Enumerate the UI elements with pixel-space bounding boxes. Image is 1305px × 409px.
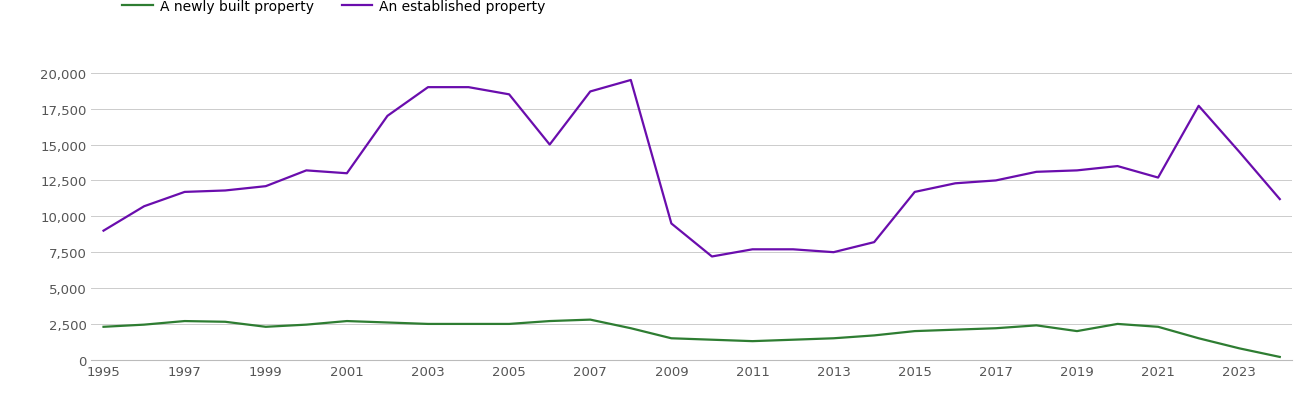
An established property xyxy=(1150,176,1165,181)
An established property xyxy=(420,85,436,90)
A newly built property xyxy=(1150,325,1165,330)
A newly built property xyxy=(907,329,923,334)
An established property xyxy=(786,247,801,252)
A newly built property xyxy=(420,321,436,326)
Line: An established property: An established property xyxy=(103,81,1280,257)
A newly built property xyxy=(258,325,274,330)
A newly built property xyxy=(176,319,192,324)
An established property xyxy=(542,143,557,148)
A newly built property xyxy=(1232,346,1248,351)
A newly built property xyxy=(501,321,517,326)
An established property xyxy=(136,204,151,209)
A newly built property xyxy=(745,339,761,344)
An established property xyxy=(622,78,638,83)
An established property xyxy=(907,190,923,195)
An established property xyxy=(339,171,355,176)
A newly built property xyxy=(786,337,801,342)
A newly built property xyxy=(299,322,315,327)
An established property xyxy=(461,85,476,90)
A newly built property xyxy=(218,319,234,324)
An established property xyxy=(826,250,842,255)
A newly built property xyxy=(705,337,720,342)
Legend: A newly built property, An established property: A newly built property, An established p… xyxy=(123,0,545,14)
An established property xyxy=(705,254,720,259)
An established property xyxy=(1109,164,1125,169)
An established property xyxy=(867,240,882,245)
An established property xyxy=(988,178,1004,183)
An established property xyxy=(1069,169,1084,173)
An established property xyxy=(1028,170,1044,175)
An established property xyxy=(258,184,274,189)
An established property xyxy=(176,190,192,195)
A newly built property xyxy=(380,320,395,325)
A newly built property xyxy=(339,319,355,324)
An established property xyxy=(218,189,234,193)
An established property xyxy=(745,247,761,252)
An established property xyxy=(582,90,598,94)
An established property xyxy=(501,92,517,97)
An established property xyxy=(947,182,963,187)
A newly built property xyxy=(867,333,882,338)
A newly built property xyxy=(1191,336,1207,341)
A newly built property xyxy=(1028,323,1044,328)
A newly built property xyxy=(988,326,1004,331)
An established property xyxy=(1272,197,1288,202)
A newly built property xyxy=(95,325,111,330)
An established property xyxy=(1232,150,1248,155)
A newly built property xyxy=(1109,321,1125,326)
A newly built property xyxy=(1069,329,1084,334)
A newly built property xyxy=(947,327,963,332)
A newly built property xyxy=(622,326,638,331)
An established property xyxy=(95,229,111,234)
Line: A newly built property: A newly built property xyxy=(103,320,1280,357)
A newly built property xyxy=(136,322,151,327)
An established property xyxy=(1191,104,1207,109)
An established property xyxy=(380,114,395,119)
An established property xyxy=(663,222,679,227)
A newly built property xyxy=(826,336,842,341)
A newly built property xyxy=(582,317,598,322)
A newly built property xyxy=(461,321,476,326)
A newly built property xyxy=(663,336,679,341)
A newly built property xyxy=(542,319,557,324)
A newly built property xyxy=(1272,355,1288,360)
An established property xyxy=(299,169,315,173)
